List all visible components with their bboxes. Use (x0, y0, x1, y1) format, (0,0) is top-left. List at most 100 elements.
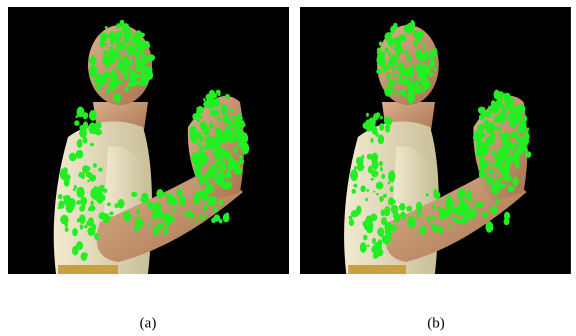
feature-point (227, 159, 234, 169)
feature-point (125, 87, 129, 92)
feature-point (507, 186, 515, 192)
feature-point (138, 68, 141, 72)
feature-point (109, 46, 115, 54)
feature-point (225, 94, 230, 99)
feature-point (230, 109, 234, 113)
feature-point (399, 74, 402, 77)
feature-point (137, 74, 141, 78)
feature-point (104, 43, 108, 46)
feature-point (374, 242, 382, 253)
feature-point (88, 207, 91, 211)
feature-point (419, 76, 425, 84)
feature-point (408, 216, 416, 229)
feature-point (400, 212, 406, 220)
feature-point (368, 166, 373, 174)
image-panel (300, 7, 571, 274)
feature-point (239, 154, 242, 159)
feature-point (213, 207, 218, 213)
feature-point (109, 211, 114, 215)
feature-point (147, 202, 153, 210)
feature-point (234, 147, 238, 153)
feature-point (527, 127, 529, 130)
feature-point (397, 57, 400, 60)
feature-point (383, 194, 387, 198)
feature-point (373, 253, 378, 259)
feature-point (89, 110, 97, 121)
feature-point (235, 166, 242, 175)
feature-point (232, 115, 236, 118)
feature-point (378, 135, 385, 145)
feature-point (100, 42, 103, 45)
feature-point (131, 39, 136, 43)
feature-point (126, 47, 131, 54)
feature-point (79, 214, 86, 224)
feature-point (64, 195, 71, 202)
feature-point (447, 203, 453, 209)
feature-point (197, 106, 204, 113)
feature-point (235, 129, 238, 131)
feature-point (157, 223, 163, 231)
feature-point (415, 85, 422, 94)
feature-point (203, 156, 209, 161)
feature-point (123, 56, 128, 61)
feature-point (137, 218, 144, 228)
feature-point (189, 126, 196, 138)
feature-point (198, 142, 201, 147)
feature-point (373, 191, 375, 193)
feature-point (81, 204, 85, 210)
feature-point (150, 59, 153, 63)
feature-point (396, 44, 399, 47)
feature-point (367, 154, 373, 160)
feature-point (164, 213, 171, 223)
feature-point (520, 105, 526, 113)
feature-point (148, 222, 151, 226)
feature-point (379, 232, 384, 237)
feature-point (392, 37, 396, 43)
feature-point (411, 64, 414, 67)
feature-point (381, 174, 385, 179)
feature-point (416, 35, 422, 42)
feature-point (216, 160, 221, 166)
feature-point (98, 168, 103, 172)
feature-point (407, 66, 412, 72)
feature-point (504, 140, 511, 149)
feature-point (396, 67, 400, 70)
feature-point (499, 177, 503, 183)
feature-point (434, 68, 437, 72)
feature-point (351, 210, 359, 217)
feature-point (503, 175, 509, 180)
feature-point (76, 150, 84, 159)
feature-point (128, 59, 133, 65)
feature-point (379, 161, 383, 166)
feature-point (417, 212, 420, 215)
feature-point (423, 81, 429, 90)
feature-point (400, 48, 404, 54)
feature-point (206, 170, 209, 173)
feature-point (214, 214, 221, 221)
feature-point (241, 159, 245, 164)
feature-point (228, 120, 231, 125)
feature-point (395, 64, 398, 66)
feature-point (366, 113, 369, 117)
feature-point (406, 28, 412, 34)
feature-point (87, 180, 89, 182)
feature-point (94, 122, 101, 129)
feature-point (177, 189, 183, 198)
feature-point (94, 233, 99, 240)
feature-point (362, 155, 365, 159)
feature-point (203, 205, 208, 211)
feature-point (447, 225, 450, 228)
feature-point (383, 68, 386, 72)
feature-point (370, 127, 373, 131)
feature-point (477, 154, 481, 158)
feature-point (388, 43, 392, 47)
feature-point (88, 59, 92, 63)
feature-point (241, 143, 249, 155)
feature-point (72, 246, 78, 256)
feature-point (511, 131, 515, 137)
feature-point (477, 126, 481, 131)
feature-point (388, 170, 395, 182)
feature-point (233, 123, 241, 135)
feature-point (173, 208, 176, 212)
feature-point (140, 198, 144, 202)
